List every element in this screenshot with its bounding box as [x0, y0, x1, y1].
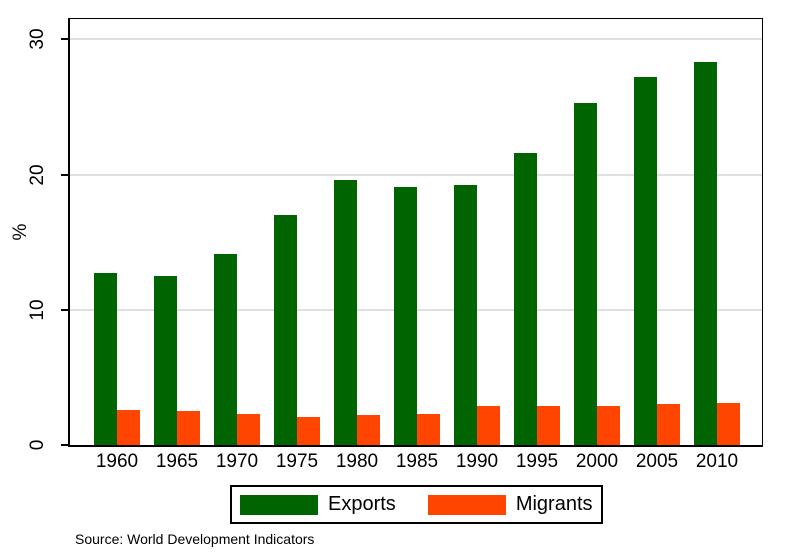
y-tick — [61, 444, 68, 446]
x-tick-label: 1965 — [155, 451, 199, 472]
bar-exports-1985 — [394, 186, 417, 445]
bar-exports-2000 — [574, 102, 597, 445]
x-tick-label: 2005 — [635, 451, 679, 472]
legend-label-exports: Exports — [328, 493, 396, 515]
bar-exports-1975 — [274, 215, 297, 445]
plot-area — [68, 18, 763, 447]
bar-exports-2010 — [694, 62, 717, 445]
legend-swatch-exports — [240, 494, 318, 515]
bar-migrants-2010 — [717, 403, 740, 445]
y-tick-label: 10 — [27, 299, 48, 321]
bar-migrants-1970 — [237, 413, 260, 445]
legend-item-exports: Exports — [240, 493, 396, 516]
x-tick-label: 2010 — [695, 451, 739, 472]
bar-migrants-1995 — [537, 405, 560, 445]
bar-exports-1965 — [154, 275, 177, 445]
x-tick-label: 1985 — [395, 451, 439, 472]
y-tick-label: 0 — [27, 439, 48, 451]
y-tick — [61, 308, 68, 311]
bar-migrants-1980 — [357, 415, 380, 445]
bar-exports-1970 — [214, 254, 237, 445]
bar-migrants-2000 — [597, 405, 620, 445]
bar-migrants-1990 — [477, 405, 500, 445]
y-tick-label: 20 — [27, 163, 48, 186]
bar-migrants-2005 — [657, 404, 680, 445]
legend-item-migrants: Migrants — [427, 493, 593, 516]
legend: Exports Migrants — [230, 485, 603, 524]
x-tick-label: 2000 — [575, 451, 619, 472]
y-tick — [61, 38, 68, 41]
bars — [70, 19, 762, 445]
bar-exports-1980 — [334, 179, 357, 445]
x-tick-label: 1975 — [275, 451, 319, 472]
y-tick — [61, 173, 68, 176]
bar-exports-1990 — [454, 185, 477, 445]
bar-migrants-1960 — [117, 409, 140, 445]
bar-migrants-1975 — [297, 416, 320, 445]
legend-swatch-migrants — [427, 494, 506, 515]
source-note: Source: World Development Indicators — [75, 531, 315, 547]
bar-migrants-1965 — [177, 411, 200, 445]
bar-exports-1995 — [514, 152, 537, 445]
gridline — [70, 173, 762, 176]
bar-exports-2005 — [634, 77, 657, 445]
x-tick-label: 1960 — [95, 451, 139, 472]
gridline — [70, 38, 762, 41]
legend-label-migrants: Migrants — [515, 493, 593, 515]
x-tick-label: 1990 — [455, 451, 499, 472]
bar-exports-1960 — [94, 273, 117, 445]
y-axis-title: % — [10, 223, 31, 241]
x-tick-label: 1995 — [515, 451, 559, 472]
x-tick-label: 1980 — [335, 451, 379, 472]
x-tick-label: 1970 — [215, 451, 259, 472]
bar-migrants-1985 — [417, 413, 440, 445]
y-tick-label: 30 — [27, 28, 48, 50]
